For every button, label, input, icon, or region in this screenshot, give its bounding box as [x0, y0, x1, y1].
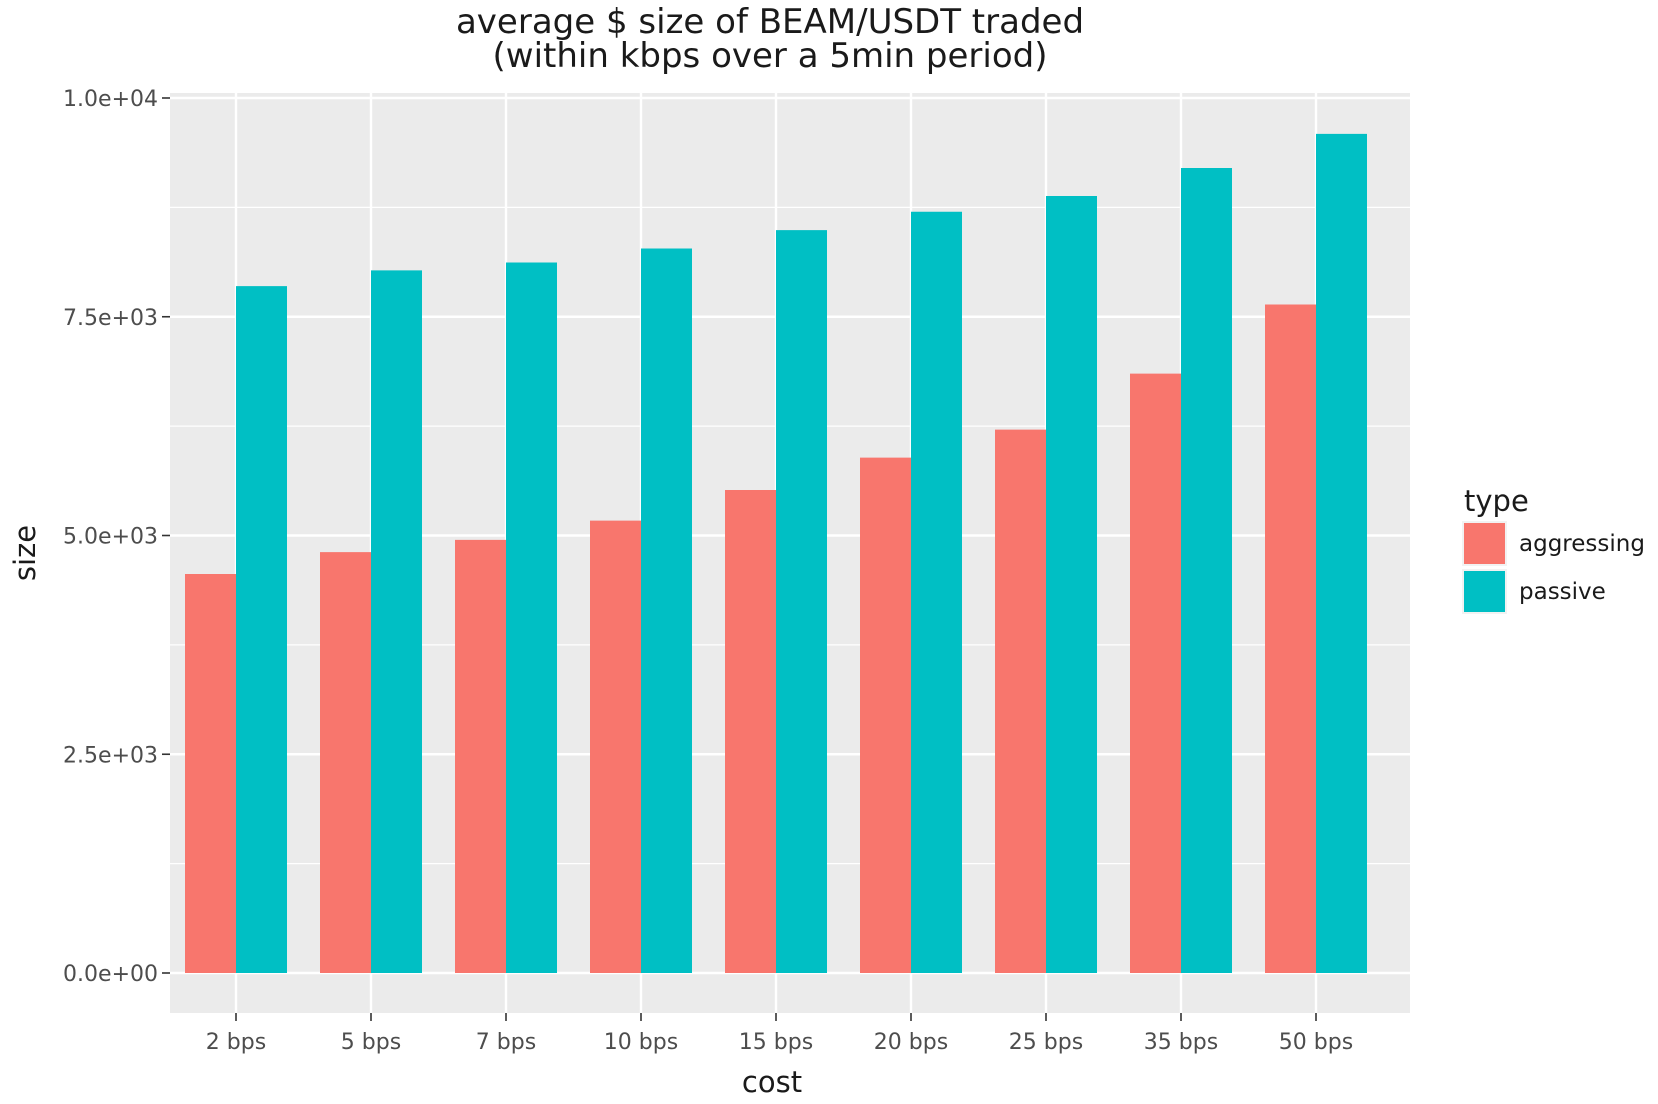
bar-aggressing [320, 552, 371, 973]
x-tick-label: 5 bps [341, 1030, 401, 1055]
x-tick-label: 20 bps [874, 1030, 948, 1055]
y-tick-label: 7.5e+03 [63, 306, 158, 331]
y-tick-label: 1.0e+04 [63, 87, 158, 112]
bars [185, 133, 1367, 973]
bar-aggressing [995, 429, 1046, 973]
y-axis-title: size [8, 525, 42, 581]
legend-swatch-passive [1464, 571, 1505, 612]
y-tick-label: 0.0e+00 [63, 962, 158, 987]
bar-aggressing [455, 539, 506, 973]
y-axis: 0.0e+00 2.5e+03 5.0e+03 7.5e+03 1.0e+04 [63, 87, 170, 987]
x-tick-label: 50 bps [1279, 1030, 1353, 1055]
bar-passive [236, 286, 287, 973]
legend-label-aggressing: aggressing [1519, 531, 1645, 557]
legend: type aggressing passive [1462, 484, 1645, 614]
bar-aggressing [185, 574, 236, 973]
bar-aggressing [860, 457, 911, 973]
x-axis: 2 bps 5 bps 7 bps 10 bps 15 bps 20 bps 25 bps 3… [206, 1013, 1353, 1055]
x-tick-label: 7 bps [476, 1030, 536, 1055]
y-tick-label: 5.0e+03 [63, 525, 158, 550]
x-tick-label: 2 bps [206, 1030, 266, 1055]
chart-title-line-1: average $ size of BEAM/USDT traded [456, 2, 1084, 42]
legend-swatch-aggressing [1464, 523, 1505, 564]
legend-label-passive: passive [1519, 579, 1606, 605]
chart-title-line-2: (within kbps over a 5min period) [493, 36, 1048, 76]
bar-aggressing [590, 520, 641, 973]
bar-passive [371, 270, 422, 973]
bar-passive [506, 262, 557, 973]
x-tick-label: 25 bps [1009, 1030, 1083, 1055]
bar-passive [1316, 133, 1367, 973]
bar-aggressing [725, 490, 776, 973]
x-tick-label: 15 bps [739, 1030, 813, 1055]
bar-passive [1181, 168, 1232, 973]
y-tick-label: 2.5e+03 [63, 743, 158, 768]
legend-items: aggressing passive [1462, 521, 1645, 614]
x-tick-label: 35 bps [1144, 1030, 1218, 1055]
bar-passive [776, 230, 827, 973]
x-axis-title: cost [742, 1065, 802, 1099]
bar-passive [641, 248, 692, 973]
legend-title: type [1464, 484, 1529, 518]
bar-aggressing [1130, 373, 1181, 973]
bar-passive [1046, 196, 1097, 973]
bar-aggressing [1265, 304, 1316, 973]
x-tick-label: 10 bps [604, 1030, 678, 1055]
bar-passive [911, 211, 962, 973]
